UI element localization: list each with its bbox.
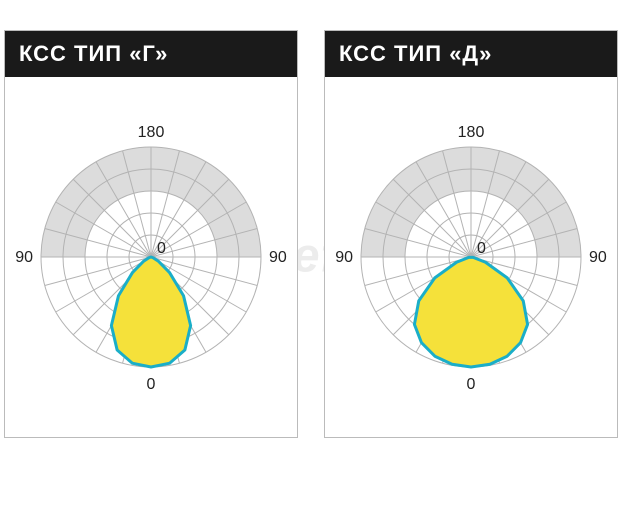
panel-title-d: КСС ТИП «Д» <box>325 31 617 77</box>
svg-text:0: 0 <box>157 240 166 257</box>
svg-text:90: 90 <box>335 249 353 266</box>
svg-text:90: 90 <box>269 249 287 266</box>
svg-text:90: 90 <box>15 249 33 266</box>
panel-type-g: КСС ТИП «Г» 180 0 90 90 0 <box>4 30 298 438</box>
svg-text:0: 0 <box>147 376 156 393</box>
svg-text:180: 180 <box>458 124 485 141</box>
svg-text:90: 90 <box>589 249 607 266</box>
svg-text:180: 180 <box>138 124 165 141</box>
panel-type-d: КСС ТИП «Д» 180 0 90 90 0 <box>324 30 618 438</box>
polar-plot-g: 180 0 90 90 0 <box>5 77 297 437</box>
svg-text:0: 0 <box>477 240 486 257</box>
svg-text:0: 0 <box>467 376 476 393</box>
panel-title-g: КСС ТИП «Г» <box>5 31 297 77</box>
polar-plot-d: 180 0 90 90 0 <box>325 77 617 437</box>
canvas: LEDeffect КСС ТИП «Г» 180090900 КСС ТИП … <box>0 0 620 512</box>
